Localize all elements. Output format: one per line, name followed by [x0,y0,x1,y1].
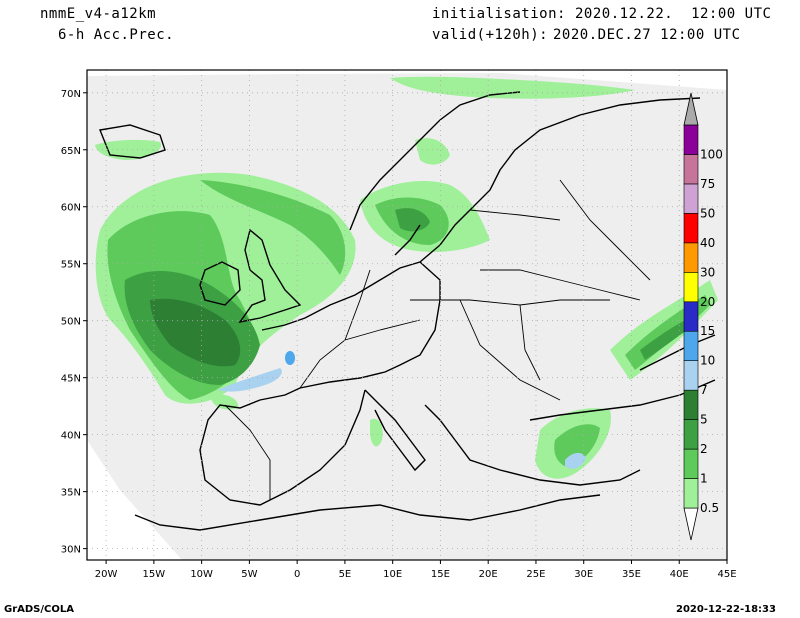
colorbar-swatch [683,330,699,361]
colorbar-label: 15 [700,324,715,338]
lat-tick-label: 65N [61,146,81,157]
valid-value: 2020.DEC.27 12:00 UTC [553,27,741,43]
colorbar-swatch [683,419,699,450]
lat-tick-label: 50N [61,317,81,328]
colorbar-label: 7 [700,383,708,397]
colorbar-label: 20 [700,295,715,309]
longitude-labels: 20W 15W 10W 5W 0 5E 10E 15E 20E 25E 30E 35E 40E 45E [95,560,737,580]
lat-tick-label: 40N [61,431,81,442]
colorbar-swatch [683,124,699,155]
colorbar-swatch [683,272,699,303]
model-name: nmmE_v4-a12km [40,6,157,22]
latitude-labels: 70N 65N 60N 55N 50N 45N 40N 35N 30N [61,89,87,556]
lat-tick-label: 70N [61,89,81,100]
lon-tick-label: 25E [526,569,545,580]
lon-tick-label: 15W [143,569,166,580]
lon-tick-label: 45E [717,569,736,580]
valid-label: valid(+120h): [432,27,549,43]
lat-tick-label: 45N [61,374,81,385]
lon-tick-label: 20E [479,569,498,580]
footer-left: GrADS/COLA [4,604,74,615]
colorbar-swatch [683,154,699,185]
footer-right: 2020-12-22-18:33 [676,604,776,615]
colorbar-swatch [683,183,699,214]
colorbar-swatch [683,242,699,273]
lat-tick-label: 30N [61,545,81,556]
lon-tick-label: 35E [622,569,641,580]
lon-tick-label: 5W [241,569,257,580]
colorbar-label: 2 [700,442,708,456]
lon-tick-label: 20W [95,569,118,580]
lon-tick-label: 15E [431,569,450,580]
colorbar-label: 10 [700,354,715,368]
colorbar-max-arrow [683,92,699,126]
colorbar-label: 0.5 [700,501,719,515]
map-frame [86,69,728,561]
coastlines [99,91,716,531]
colorbar-label: 5 [700,413,708,427]
colorbar-label: 100 [700,147,723,161]
colorbar-swatch [683,213,699,244]
colorbar-swatch [683,448,699,479]
colorbar-label: 1 [700,472,708,486]
lon-tick-label: 5E [339,569,352,580]
lat-tick-label: 35N [61,488,81,499]
colorbar-swatch [683,478,699,509]
colorbar-label: 40 [700,236,715,250]
lon-tick-label: 0 [294,569,300,580]
lat-tick-label: 55N [61,260,81,271]
lon-tick-label: 30E [574,569,593,580]
colorbar-label: 50 [700,206,715,220]
lon-tick-label: 40E [670,569,689,580]
colorbar-swatch [683,301,699,332]
precip-blue [218,351,586,469]
lat-tick-label: 60N [61,203,81,214]
init-label: initialisation: [432,6,566,22]
colorbar-swatch [683,389,699,420]
lon-tick-label: 10W [190,569,213,580]
field-name: 6-h Acc.Prec. [58,27,175,43]
colorbar-swatch [683,360,699,391]
colorbar-label: 75 [700,177,715,191]
init-value: 2020.12.22. 12:00 UTC [575,6,772,22]
lon-tick-label: 10E [383,569,402,580]
colorbar-label: 30 [700,265,715,279]
precip-very-heavy [150,298,241,367]
colorbar: 0.5 1 2 5 7 10 15 20 30 40 50 75 100 [683,92,723,541]
